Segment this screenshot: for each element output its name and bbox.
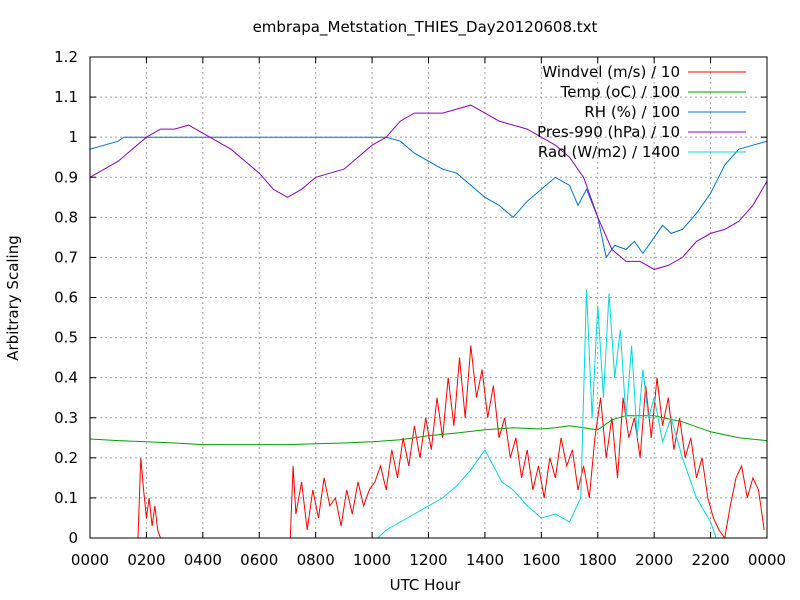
legend-label: Temp (oC) / 100 <box>560 83 680 101</box>
x-tick-label: 0800 <box>297 551 335 569</box>
chart-title: embrapa_Metstation_THIES_Day20120608.txt <box>253 18 598 37</box>
series-line-0 <box>137 345 765 538</box>
x-tick-label: 0600 <box>240 551 278 569</box>
x-axis-label: UTC Hour <box>390 576 461 594</box>
series-line-3 <box>90 104 767 270</box>
y-tick-label: 1.2 <box>54 48 78 66</box>
x-tick-label: 1600 <box>522 551 560 569</box>
y-tick-label: 0.1 <box>54 489 78 507</box>
axis-ticks: 0 0.1 0.2 0.3 0.4 0.5 0.6 0.7 0.8 0.9 1 1.1 1.2 0000 0… <box>54 48 786 569</box>
y-tick-label: 0.3 <box>54 409 78 427</box>
y-tick-label: 0.8 <box>54 208 78 226</box>
x-tick-label: 0400 <box>184 551 222 569</box>
x-tick-label: 2200 <box>691 551 729 569</box>
x-tick-label: 2000 <box>635 551 673 569</box>
y-tick-label: 0.2 <box>54 449 78 467</box>
x-tick-label: 0000 <box>748 551 786 569</box>
x-tick-label: 1400 <box>466 551 504 569</box>
x-tick-label: 1000 <box>353 551 391 569</box>
x-tick-label: 1800 <box>579 551 617 569</box>
x-tick-label: 0000 <box>71 551 109 569</box>
y-tick-label: 0.4 <box>54 369 78 387</box>
legend-label: RH (%) / 100 <box>584 103 680 121</box>
y-tick-label: 0 <box>68 529 78 547</box>
y-tick-label: 0.7 <box>54 248 78 266</box>
series-line-2 <box>90 136 767 259</box>
y-tick-label: 0.6 <box>54 289 78 307</box>
y-tick-label: 0.5 <box>54 329 78 347</box>
y-tick-label: 1.1 <box>54 88 78 106</box>
series-line-1 <box>90 415 767 446</box>
series-line-4 <box>377 289 717 538</box>
y-tick-label: 0.9 <box>54 168 78 186</box>
series-lines <box>90 104 767 538</box>
x-tick-label: 0200 <box>127 551 165 569</box>
y-tick-label: 1 <box>68 128 78 146</box>
legend-label: Windvel (m/s) / 10 <box>542 63 680 81</box>
legend-label: Pres-990 (hPa) / 10 <box>537 123 680 141</box>
legend: Windvel (m/s) / 10 Temp (oC) / 100 RH (%) … <box>537 63 746 161</box>
x-tick-label: 1200 <box>409 551 447 569</box>
y-axis-label: Arbitrary Scaling <box>4 235 22 361</box>
legend-label: Rad (W/m2) / 1400 <box>538 143 680 161</box>
